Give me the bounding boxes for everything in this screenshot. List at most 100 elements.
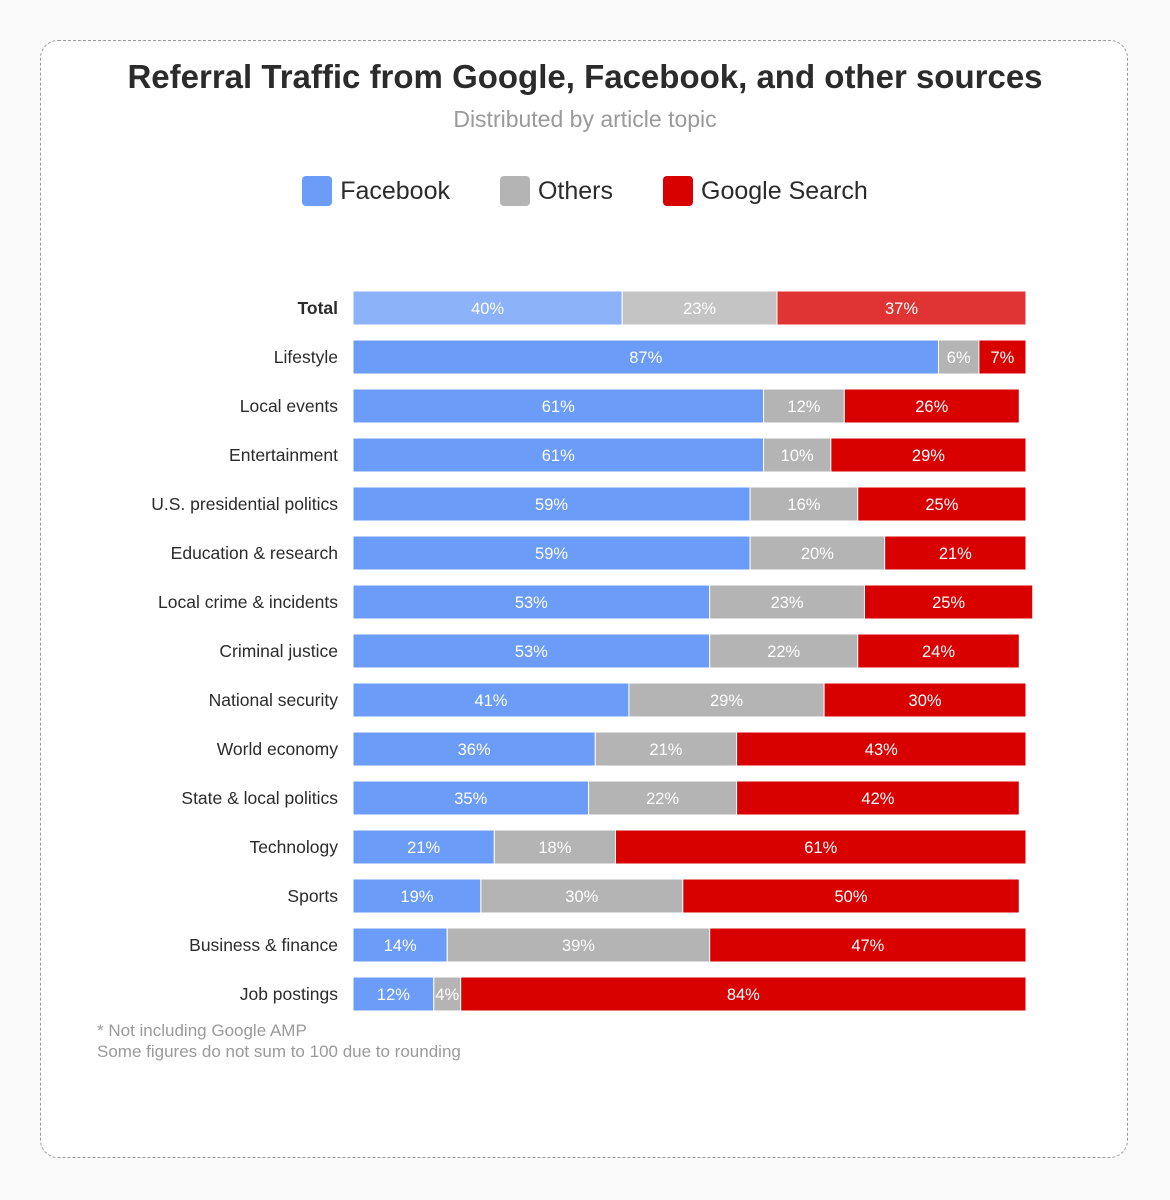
bar-facebook-business-finance <box>352 927 448 963</box>
legend-item-google-search: Google Search <box>663 176 868 206</box>
category-label-sports: Sports <box>287 886 338 906</box>
category-label-job-postings: Job postings <box>240 984 339 1004</box>
bar-others-u-s-presidential-politics <box>749 486 859 522</box>
bar-facebook-job-postings <box>352 976 435 1012</box>
bar-facebook-entertainment <box>352 437 765 473</box>
bar-others-local-crime-incidents <box>709 584 865 620</box>
value-label-others-job-postings: 4% <box>435 986 459 1004</box>
footnotes: * Not including Google AMP Some figures … <box>97 1020 461 1062</box>
value-label-google-search-world-economy: 43% <box>865 741 898 759</box>
value-label-others-u-s-presidential-politics: 16% <box>787 496 820 514</box>
value-label-google-search-total: 37% <box>885 300 918 318</box>
value-label-others-education-research: 20% <box>801 545 834 563</box>
legend-swatch-google-search <box>663 176 694 206</box>
value-label-others-entertainment: 10% <box>781 447 814 465</box>
value-label-facebook-local-events: 61% <box>542 398 575 416</box>
category-label-business-finance: Business & finance <box>189 935 338 955</box>
chart-subtitle: Distributed by article topic <box>453 106 717 132</box>
legend-label-others: Others <box>537 176 614 205</box>
category-label-total: Total <box>297 298 338 318</box>
bar-google-search-u-s-presidential-politics <box>857 486 1027 522</box>
bar-others-world-economy <box>594 731 738 767</box>
value-label-google-search-state-local-politics: 42% <box>861 790 894 808</box>
legend-item-others: Others <box>499 176 614 206</box>
value-label-others-sports: 30% <box>565 888 598 906</box>
bar-google-search-national-security <box>823 682 1027 718</box>
bar-others-business-finance <box>446 927 711 963</box>
value-label-others-local-events: 12% <box>787 398 820 416</box>
value-label-google-search-job-postings: 84% <box>727 986 760 1004</box>
legend-swatch-facebook <box>302 176 333 206</box>
value-label-facebook-business-finance: 14% <box>384 937 417 955</box>
bar-others-entertainment <box>763 437 832 473</box>
value-label-facebook-u-s-presidential-politics: 59% <box>535 496 568 514</box>
bar-google-search-education-research <box>884 535 1027 571</box>
value-label-google-search-entertainment: 29% <box>912 447 945 465</box>
bar-facebook-lifestyle <box>352 339 940 375</box>
bar-others-total <box>621 290 778 326</box>
category-label-local-crime-incidents: Local crime & incidents <box>158 592 338 612</box>
value-label-google-search-sports: 50% <box>835 888 868 906</box>
category-label-lifestyle: Lifestyle <box>274 347 338 367</box>
bar-facebook-world-economy <box>352 731 596 767</box>
legend-swatch-others <box>499 176 530 206</box>
value-label-others-technology: 18% <box>538 839 571 857</box>
footnote-amp: * Not including Google AMP <box>97 1021 307 1040</box>
bar-google-search-entertainment <box>830 437 1027 473</box>
value-label-facebook-job-postings: 12% <box>377 986 410 1004</box>
category-label-local-events: Local events <box>240 396 339 416</box>
bar-google-search-sports <box>682 878 1020 914</box>
bar-facebook-sports <box>352 878 482 914</box>
bar-others-technology <box>493 829 616 865</box>
category-label-criminal-justice: Criminal justice <box>219 641 338 661</box>
bar-google-search-local-crime-incidents <box>863 584 1034 620</box>
bar-others-sports <box>480 878 684 914</box>
value-label-others-world-economy: 21% <box>649 741 682 759</box>
value-label-others-lifestyle: 6% <box>947 349 971 367</box>
value-label-facebook-national-security: 41% <box>474 692 507 710</box>
bar-google-search-criminal-justice <box>857 633 1020 669</box>
value-label-others-state-local-politics: 22% <box>646 790 679 808</box>
bar-google-search-total <box>776 290 1027 326</box>
bar-others-state-local-politics <box>588 780 738 816</box>
bar-facebook-education-research <box>352 535 751 571</box>
bar-others-local-events <box>763 388 845 424</box>
bar-google-search-job-postings <box>460 976 1027 1012</box>
value-label-google-search-criminal-justice: 24% <box>922 643 955 661</box>
category-label-entertainment: Entertainment <box>229 445 338 465</box>
value-label-facebook-state-local-politics: 35% <box>454 790 487 808</box>
value-label-google-search-education-research: 21% <box>939 545 972 563</box>
value-label-google-search-local-crime-incidents: 25% <box>932 594 965 612</box>
value-label-facebook-local-crime-incidents: 53% <box>515 594 548 612</box>
bar-facebook-criminal-justice <box>352 633 711 669</box>
value-label-google-search-u-s-presidential-politics: 25% <box>925 496 958 514</box>
value-label-facebook-total: 40% <box>471 300 504 318</box>
legend-item-facebook: Facebook <box>302 176 450 206</box>
value-label-others-business-finance: 39% <box>562 937 595 955</box>
bar-google-search-business-finance <box>709 927 1027 963</box>
bar-facebook-u-s-presidential-politics <box>352 486 751 522</box>
value-label-facebook-criminal-justice: 53% <box>515 643 548 661</box>
value-label-google-search-technology: 61% <box>804 839 837 857</box>
value-label-others-local-crime-incidents: 23% <box>771 594 804 612</box>
footnote-rounding: Some figures do not sum to 100 due to ro… <box>97 1042 461 1061</box>
bar-google-search-local-events <box>843 388 1020 424</box>
category-label-technology: Technology <box>249 837 338 857</box>
value-label-google-search-national-security: 30% <box>909 692 942 710</box>
bar-google-search-state-local-politics <box>736 780 1020 816</box>
category-label-state-local-politics: State & local politics <box>181 788 338 808</box>
value-label-google-search-lifestyle: 7% <box>991 349 1015 367</box>
legend-label-google-search: Google Search <box>701 176 868 205</box>
bar-facebook-local-crime-incidents <box>352 584 711 620</box>
bar-others-criminal-justice <box>709 633 859 669</box>
value-label-google-search-local-events: 26% <box>915 398 948 416</box>
value-label-others-total: 23% <box>683 300 716 318</box>
legend: Facebook Others Google Search <box>0 176 1170 206</box>
legend-label-facebook: Facebook <box>340 176 450 205</box>
value-label-facebook-technology: 21% <box>407 839 440 857</box>
bar-google-search-technology <box>614 829 1027 865</box>
chart-title: Referral Traffic from Google, Facebook, … <box>127 58 1043 95</box>
category-label-world-economy: World economy <box>217 739 339 759</box>
bar-google-search-world-economy <box>736 731 1027 767</box>
